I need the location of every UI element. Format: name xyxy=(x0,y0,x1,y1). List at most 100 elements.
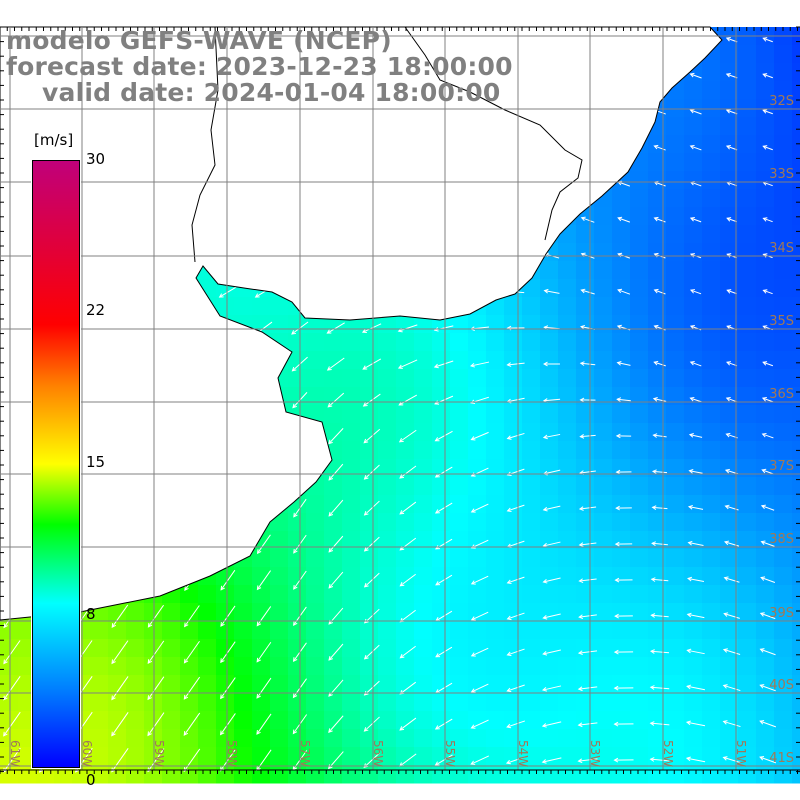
wind-cell xyxy=(450,351,469,370)
wind-cell xyxy=(414,423,433,442)
wind-cell xyxy=(378,549,397,568)
wind-cell xyxy=(306,351,325,370)
wind-cell xyxy=(504,585,523,604)
wind-cell xyxy=(684,99,703,118)
wind-cell xyxy=(630,567,649,586)
wind-cell xyxy=(792,243,800,262)
wind-cell xyxy=(702,531,721,550)
wind-cell xyxy=(594,657,613,676)
wind-cell xyxy=(324,405,343,424)
wind-arrow xyxy=(615,433,632,439)
wind-cell xyxy=(648,549,667,568)
wind-cell xyxy=(576,369,595,388)
wind-cell xyxy=(342,657,361,676)
wind-cell xyxy=(666,621,685,640)
wind-cell xyxy=(234,675,253,694)
wind-arrow xyxy=(147,640,165,664)
wind-cell xyxy=(594,333,613,352)
wind-cell xyxy=(576,297,595,316)
wind-cell xyxy=(306,729,325,748)
wind-arrow xyxy=(652,397,667,402)
wind-cell xyxy=(450,657,469,676)
wind-cell xyxy=(630,279,649,298)
wind-cell xyxy=(324,333,343,352)
wind-cell xyxy=(540,621,559,640)
wind-arrow xyxy=(725,73,738,79)
wind-cell xyxy=(504,621,523,640)
wind-arrow xyxy=(685,756,706,763)
wind-cell xyxy=(234,603,253,622)
wind-cell xyxy=(306,603,325,622)
wind-cell xyxy=(504,693,523,712)
wind-arrow xyxy=(506,504,525,513)
wind-cell xyxy=(666,189,685,208)
wind-cell xyxy=(486,657,505,676)
wind-cell xyxy=(558,747,577,766)
wind-arrow xyxy=(542,613,561,620)
wind-arrow xyxy=(651,469,668,475)
wind-cell xyxy=(630,675,649,694)
wind-cell xyxy=(774,513,793,532)
wind-cell xyxy=(774,333,793,352)
wind-cell xyxy=(162,693,181,712)
wind-cell xyxy=(540,333,559,352)
wind-cell xyxy=(594,441,613,460)
wind-cell xyxy=(360,657,379,676)
wind-arrow xyxy=(613,757,634,763)
wind-cell xyxy=(126,693,145,712)
wind-cell xyxy=(684,405,703,424)
wind-cell xyxy=(486,315,505,334)
wind-cell xyxy=(306,567,325,586)
wind-cell xyxy=(396,513,415,532)
wind-cell xyxy=(774,423,793,442)
wind-cell xyxy=(234,621,253,640)
wind-cell xyxy=(504,315,523,334)
title-forecast-date: forecast date: 2023-12-23 18:00:00 xyxy=(6,52,513,81)
wind-cell xyxy=(450,549,469,568)
wind-cell xyxy=(504,351,523,370)
wind-cell xyxy=(504,603,523,622)
wind-cell xyxy=(468,765,487,784)
wind-cell xyxy=(504,675,523,694)
wind-cell xyxy=(630,729,649,748)
wind-cell xyxy=(612,297,631,316)
wind-cell xyxy=(342,351,361,370)
wind-cell xyxy=(558,693,577,712)
wind-arrow xyxy=(649,721,670,726)
wind-cell xyxy=(738,63,757,82)
wind-arrow xyxy=(363,428,381,444)
wind-cell xyxy=(432,765,451,784)
wind-cell xyxy=(558,243,577,262)
wind-cell xyxy=(648,639,667,658)
wind-cell xyxy=(216,585,235,604)
wind-cell xyxy=(342,477,361,496)
wind-cell xyxy=(486,351,505,370)
lagoon-shoreline xyxy=(404,26,583,241)
wind-cell xyxy=(504,297,523,316)
wind-cell xyxy=(414,693,433,712)
wind-cell xyxy=(414,711,433,730)
wind-cell xyxy=(396,729,415,748)
wind-cell xyxy=(540,639,559,658)
wind-arrow xyxy=(689,289,702,295)
wind-arrow xyxy=(326,322,345,334)
wind-cell xyxy=(684,315,703,334)
wind-cell xyxy=(648,459,667,478)
wind-cell xyxy=(486,603,505,622)
wind-cell xyxy=(90,747,109,766)
wind-arrow xyxy=(541,757,562,764)
wind-cell xyxy=(792,711,800,730)
wind-cell xyxy=(612,261,631,280)
wind-cell xyxy=(738,171,757,190)
wind-cell xyxy=(540,405,559,424)
wind-cell xyxy=(594,585,613,604)
wind-cell xyxy=(144,675,163,694)
wind-cell xyxy=(522,531,541,550)
wind-cell xyxy=(702,639,721,658)
wind-cell xyxy=(432,711,451,730)
wind-cell xyxy=(198,711,217,730)
wind-arrow xyxy=(653,144,666,151)
wind-arrow xyxy=(651,505,668,510)
wind-arrow xyxy=(580,288,595,295)
wind-arrow xyxy=(328,499,344,517)
